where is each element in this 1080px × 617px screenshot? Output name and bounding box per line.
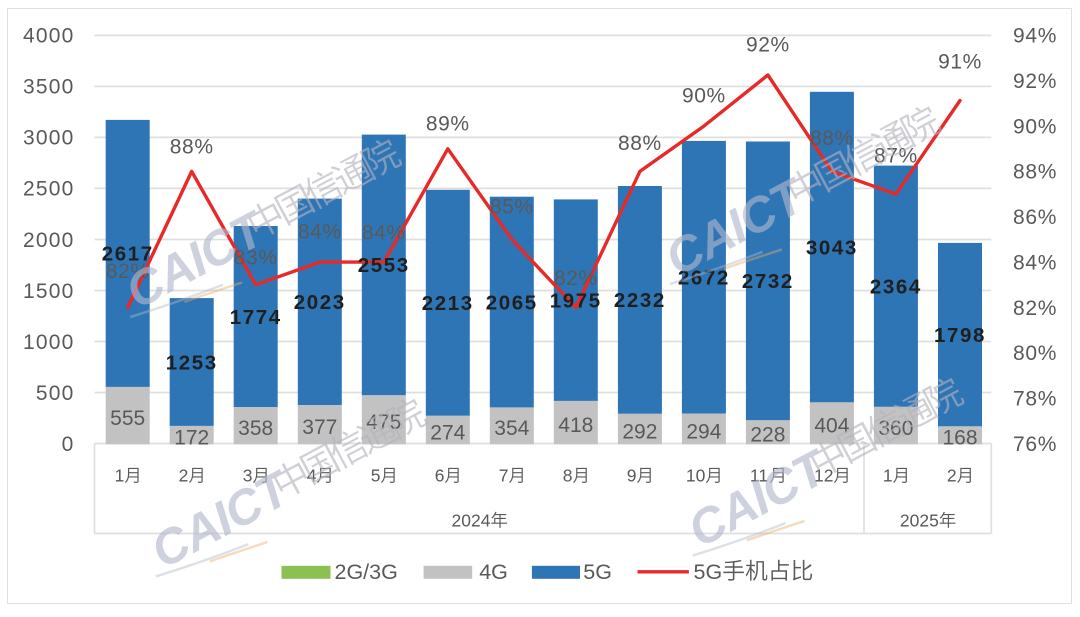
svg-text:8: 8	[563, 466, 573, 486]
svg-text:2023: 2023	[294, 291, 346, 314]
svg-text:83%: 83%	[234, 246, 278, 269]
svg-text:377: 377	[302, 416, 337, 439]
svg-text:3: 3	[243, 466, 253, 486]
svg-text:76%: 76%	[1013, 433, 1057, 456]
svg-text:354: 354	[494, 417, 529, 440]
svg-text:89%: 89%	[426, 112, 470, 135]
svg-text:1253: 1253	[166, 351, 218, 374]
svg-text:5G: 5G	[694, 560, 723, 584]
svg-text:555: 555	[110, 407, 145, 430]
svg-text:82%: 82%	[554, 267, 598, 290]
svg-text:0: 0	[62, 433, 75, 456]
svg-text:86%: 86%	[1013, 206, 1057, 229]
svg-text:9: 9	[627, 466, 637, 486]
svg-text:2: 2	[179, 466, 189, 486]
svg-text:90%: 90%	[682, 84, 726, 107]
svg-text:78%: 78%	[1013, 388, 1057, 411]
svg-text:1798: 1798	[934, 324, 986, 347]
svg-text:3500: 3500	[23, 76, 75, 99]
svg-text:7: 7	[499, 466, 509, 486]
svg-text:1: 1	[883, 466, 893, 486]
svg-text:84%: 84%	[1013, 251, 1057, 274]
svg-text:1500: 1500	[23, 280, 75, 303]
svg-text:168: 168	[942, 427, 977, 450]
svg-text:5: 5	[371, 466, 381, 486]
svg-text:6: 6	[435, 466, 445, 486]
svg-text:2672: 2672	[678, 267, 730, 290]
svg-text:82%: 82%	[106, 260, 150, 283]
svg-text:358: 358	[238, 417, 273, 440]
svg-text:228: 228	[750, 424, 785, 447]
svg-text:1774: 1774	[230, 306, 282, 329]
svg-text:84%: 84%	[362, 221, 406, 244]
svg-text:12: 12	[814, 466, 833, 486]
svg-text:88%: 88%	[170, 135, 214, 158]
svg-text:10: 10	[686, 466, 706, 486]
svg-text:92%: 92%	[1013, 70, 1057, 93]
svg-text:4G: 4G	[479, 560, 508, 584]
svg-text:94%: 94%	[1013, 25, 1057, 48]
svg-text:418: 418	[558, 414, 593, 437]
svg-text:88%: 88%	[618, 132, 662, 155]
svg-text:2500: 2500	[23, 178, 75, 201]
svg-text:91%: 91%	[938, 50, 982, 73]
svg-text:90%: 90%	[1013, 115, 1057, 138]
svg-text:88%: 88%	[810, 127, 854, 150]
svg-text:500: 500	[36, 382, 75, 405]
svg-text:274: 274	[430, 421, 465, 444]
svg-text:92%: 92%	[746, 33, 790, 56]
svg-text:2065: 2065	[486, 291, 538, 314]
svg-text:2553: 2553	[358, 254, 410, 277]
svg-text:2213: 2213	[422, 292, 474, 315]
svg-text:2: 2	[947, 466, 957, 486]
svg-text:80%: 80%	[1013, 342, 1057, 365]
svg-text:1000: 1000	[23, 331, 75, 354]
svg-text:292: 292	[622, 420, 657, 443]
svg-text:11: 11	[750, 466, 768, 486]
svg-text:2732: 2732	[742, 270, 794, 293]
svg-text:2000: 2000	[23, 229, 75, 252]
svg-text:4000: 4000	[23, 25, 75, 48]
svg-text:1975: 1975	[550, 289, 602, 312]
svg-text:2025: 2025	[900, 511, 939, 531]
svg-text:2617: 2617	[102, 243, 154, 266]
svg-text:294: 294	[686, 420, 721, 443]
svg-text:172: 172	[174, 427, 209, 450]
svg-text:1: 1	[115, 466, 125, 486]
svg-text:2232: 2232	[614, 289, 666, 312]
svg-text:2024: 2024	[452, 511, 491, 531]
svg-text:85%: 85%	[490, 195, 534, 218]
svg-text:5G: 5G	[583, 560, 612, 584]
svg-text:2G/3G: 2G/3G	[335, 560, 398, 584]
svg-text:3000: 3000	[23, 127, 75, 150]
svg-text:2364: 2364	[870, 276, 922, 299]
svg-text:3043: 3043	[806, 236, 858, 259]
svg-text:88%: 88%	[1013, 161, 1057, 184]
svg-text:84%: 84%	[298, 220, 342, 243]
svg-text:404: 404	[814, 415, 849, 438]
svg-text:82%: 82%	[1013, 297, 1057, 320]
